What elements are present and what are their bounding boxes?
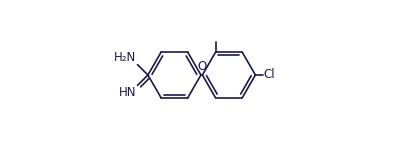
Text: H₂N: H₂N — [114, 51, 136, 64]
Text: HN: HN — [119, 86, 136, 99]
Text: O: O — [197, 60, 206, 73]
Text: Cl: Cl — [263, 69, 275, 81]
